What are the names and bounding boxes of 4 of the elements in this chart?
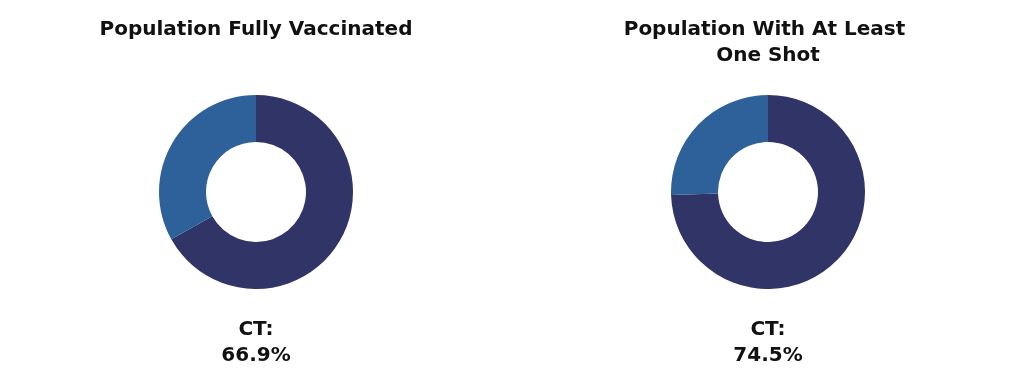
- chart-title: Population Fully Vaccinated: [99, 16, 413, 40]
- text: CT: 74.5%: [733, 316, 803, 366]
- chart-title: Population With At Least One Shot: [623, 16, 913, 66]
- text: CT: 66.9%: [221, 316, 291, 366]
